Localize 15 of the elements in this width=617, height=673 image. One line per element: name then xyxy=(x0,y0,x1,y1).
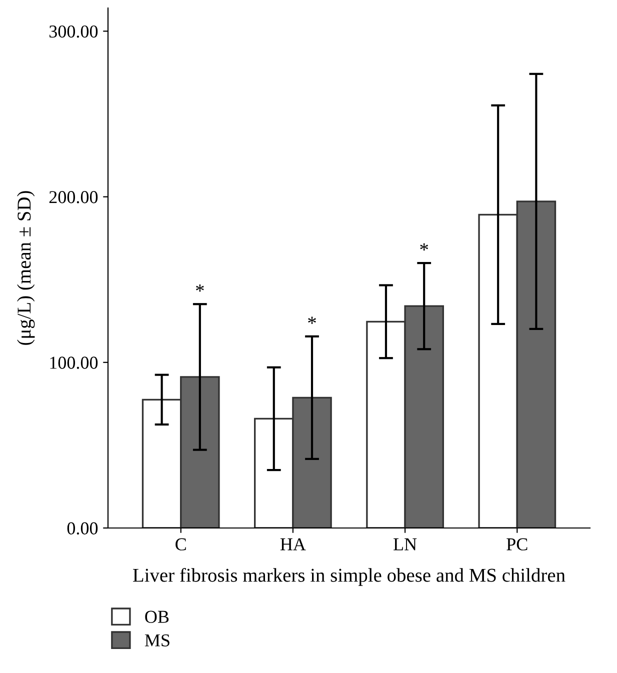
annotation: * xyxy=(308,316,316,324)
x-axis-title: Liver fibrosis markers in simple obese and MS children xyxy=(133,568,566,586)
x-tick-label: HA xyxy=(280,538,306,550)
legend-label: OB xyxy=(145,610,169,623)
legend-label: MS xyxy=(144,634,170,646)
annotation: * xyxy=(196,284,204,292)
y-tick-label: 100.00 xyxy=(50,356,98,369)
y-tick-label: 0.00 xyxy=(67,522,98,535)
y-tick-label: 200.00 xyxy=(49,191,98,204)
x-tick-label: PC xyxy=(506,538,528,550)
y-tick-label: 300.00 xyxy=(49,25,98,38)
x-tick-label: C xyxy=(176,538,186,550)
y-axis-title: (μg/L) (mean ± SD) xyxy=(17,191,35,345)
annotation: * xyxy=(420,243,428,251)
x-tick-label: LN xyxy=(394,538,417,550)
